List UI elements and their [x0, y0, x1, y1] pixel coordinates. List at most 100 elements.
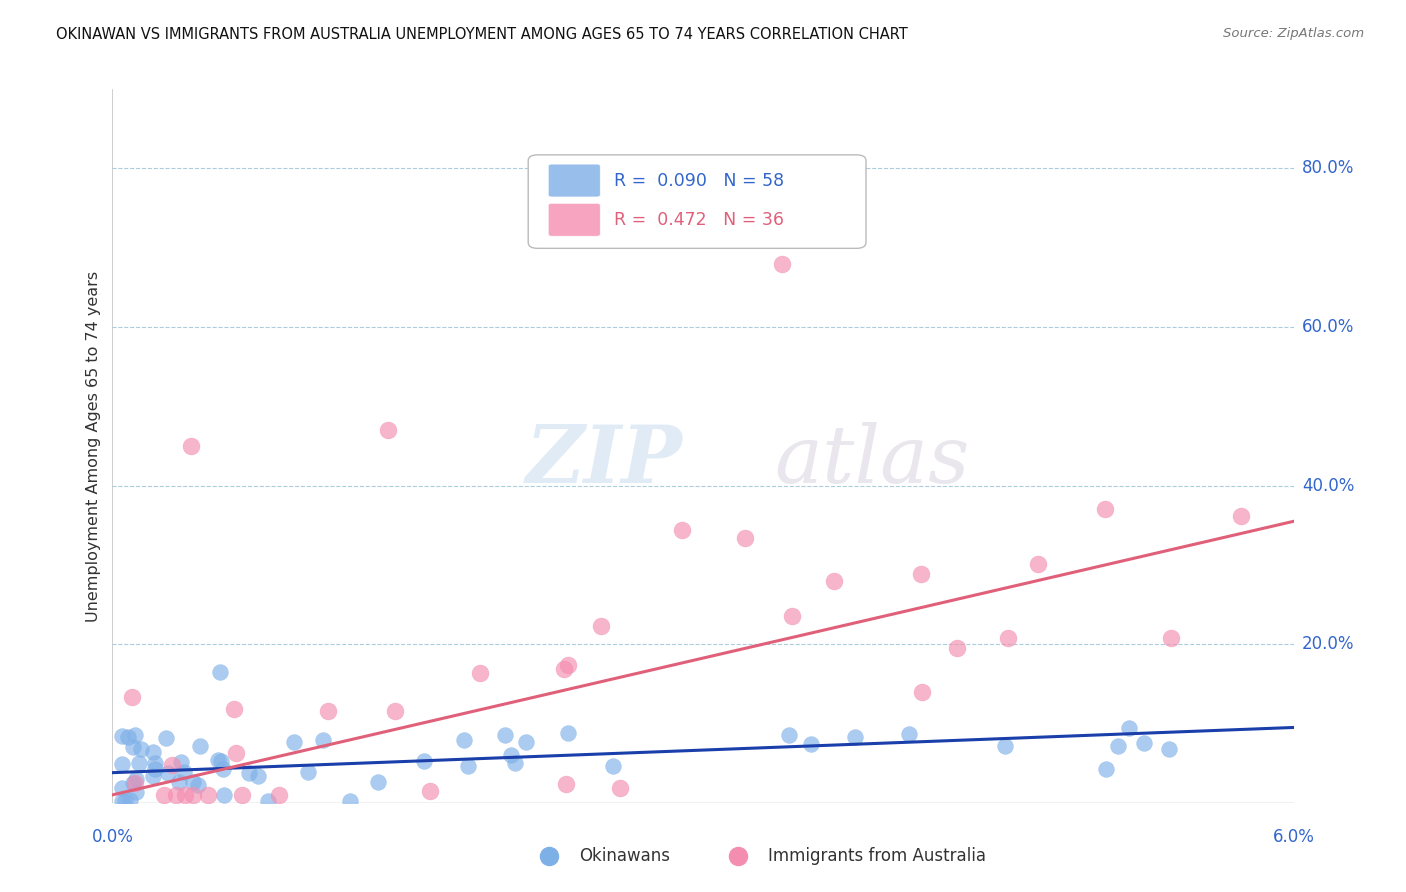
Point	[174, 788, 197, 802]
Point	[246, 769, 269, 783]
Point	[128, 756, 150, 770]
FancyBboxPatch shape	[529, 155, 866, 248]
Point	[589, 619, 612, 633]
Text: R =  0.472   N = 36: R = 0.472 N = 36	[614, 211, 785, 228]
Point	[1159, 742, 1181, 756]
Text: 40.0%: 40.0%	[1302, 476, 1354, 495]
Point	[125, 772, 148, 786]
Point	[212, 762, 235, 776]
Point	[165, 788, 187, 802]
Point	[209, 754, 232, 768]
Point	[1133, 735, 1156, 749]
Point	[1230, 508, 1253, 523]
Point	[111, 757, 134, 772]
Point	[911, 685, 934, 699]
Point	[367, 774, 389, 789]
Point	[187, 778, 209, 792]
Point	[156, 766, 179, 780]
Text: atlas: atlas	[773, 422, 969, 499]
Point	[209, 665, 232, 679]
Point	[212, 788, 235, 802]
Text: 60.0%: 60.0%	[1302, 318, 1354, 336]
Point	[155, 731, 177, 746]
FancyBboxPatch shape	[548, 164, 600, 197]
Point	[283, 735, 305, 749]
Point	[312, 733, 335, 747]
Point	[142, 745, 165, 759]
Point	[257, 794, 280, 808]
Point	[377, 423, 399, 437]
Point	[153, 788, 176, 802]
Y-axis label: Unemployment Among Ages 65 to 74 years: Unemployment Among Ages 65 to 74 years	[86, 270, 101, 622]
Point	[339, 794, 361, 808]
Point	[181, 775, 204, 789]
Point	[734, 531, 756, 545]
Point	[207, 753, 229, 767]
Point	[515, 735, 537, 749]
Point	[170, 755, 193, 769]
Point	[823, 574, 845, 588]
Text: ZIP: ZIP	[526, 422, 683, 499]
Text: R =  0.090   N = 58: R = 0.090 N = 58	[614, 171, 785, 189]
Point	[419, 784, 441, 798]
Point	[910, 566, 932, 581]
Point	[117, 730, 139, 744]
Point	[297, 765, 319, 780]
Point	[129, 742, 152, 756]
Point	[121, 776, 143, 790]
Point	[499, 748, 522, 763]
Point	[494, 728, 516, 742]
Point	[111, 729, 134, 743]
Point	[169, 774, 191, 789]
Point	[121, 690, 143, 704]
Point	[188, 739, 211, 753]
Point	[898, 727, 921, 741]
Point	[121, 739, 143, 754]
Point	[778, 728, 800, 742]
Point	[780, 609, 803, 624]
Point	[269, 788, 291, 802]
Point	[844, 730, 866, 744]
Point	[173, 764, 195, 779]
FancyBboxPatch shape	[548, 203, 600, 236]
Point	[142, 768, 165, 782]
Text: 0.0%: 0.0%	[91, 828, 134, 846]
Point	[1118, 721, 1140, 735]
Point	[553, 662, 575, 676]
Point	[238, 765, 260, 780]
Point	[946, 640, 969, 655]
Point	[457, 759, 479, 773]
Point	[225, 746, 247, 760]
Point	[124, 775, 146, 789]
Point	[503, 756, 526, 770]
Point	[557, 657, 579, 672]
Point	[111, 781, 134, 796]
Point	[453, 732, 475, 747]
Point	[1160, 631, 1182, 645]
Text: Source: ZipAtlas.com: Source: ZipAtlas.com	[1223, 27, 1364, 40]
Point	[671, 523, 693, 537]
Text: OKINAWAN VS IMMIGRANTS FROM AUSTRALIA UNEMPLOYMENT AMONG AGES 65 TO 74 YEARS COR: OKINAWAN VS IMMIGRANTS FROM AUSTRALIA UN…	[56, 27, 908, 42]
Point	[412, 754, 434, 768]
Text: 6.0%: 6.0%	[1272, 828, 1315, 846]
Point	[197, 788, 219, 802]
Point	[609, 780, 631, 795]
Point	[120, 793, 142, 807]
Point	[114, 794, 136, 808]
Point	[468, 665, 491, 680]
Point	[997, 632, 1019, 646]
Text: Okinawans: Okinawans	[579, 847, 671, 865]
Point	[1094, 501, 1116, 516]
Point	[160, 757, 183, 772]
Point	[1107, 739, 1129, 753]
Point	[1026, 557, 1049, 571]
Point	[181, 788, 204, 802]
Point	[554, 777, 576, 791]
Point	[770, 257, 793, 271]
Point	[231, 788, 253, 802]
Text: 80.0%: 80.0%	[1302, 160, 1354, 178]
Point	[111, 794, 134, 808]
Text: 20.0%: 20.0%	[1302, 635, 1354, 653]
Point	[1095, 763, 1118, 777]
Point	[384, 704, 406, 718]
